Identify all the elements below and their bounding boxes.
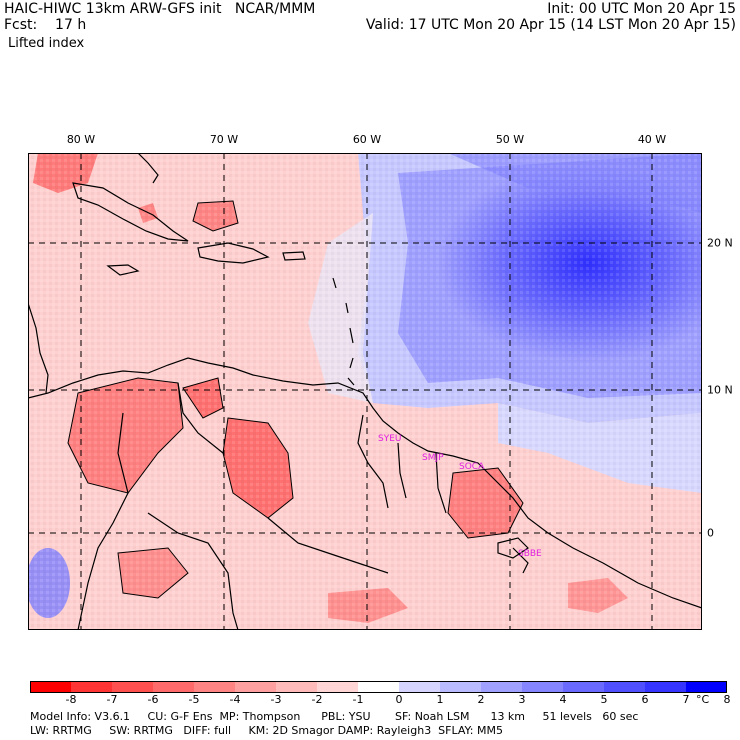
- colorbar-label: -4: [229, 693, 241, 706]
- colorbar-label: 2: [477, 693, 485, 706]
- colorbar-label: 7: [682, 693, 690, 706]
- colorbar-swatch: [522, 681, 563, 693]
- lon-label: 40 W: [637, 133, 667, 146]
- colorbar-label: -1: [352, 693, 364, 706]
- station-label: SOCA: [459, 462, 485, 472]
- colorbar-label: 1: [436, 693, 444, 706]
- colorbar-swatch: [604, 681, 645, 693]
- colorbar-outline: [30, 681, 727, 693]
- contours: [67, 200, 524, 599]
- colorbar-label: 6: [641, 693, 649, 706]
- colorbar-swatch: [317, 681, 358, 693]
- colorbar-swatch: [645, 681, 686, 693]
- map-panel: SYEU SMJP SOCA SBBE: [28, 153, 702, 630]
- stations: SYEU SMJP SOCA SBBE: [378, 434, 542, 559]
- colorbar-swatch: [194, 681, 235, 693]
- colorbar-swatch: [399, 681, 440, 693]
- colorbar-unit: °C: [696, 693, 710, 706]
- lon-label: 50 W: [495, 133, 525, 146]
- colorbar-label: 3: [518, 693, 526, 706]
- colorbar-swatch: [440, 681, 481, 693]
- graticule: [28, 153, 702, 630]
- colorbar-label: 0: [395, 693, 403, 706]
- lon-label: 70 W: [209, 133, 239, 146]
- model-info-line1: Model Info: V3.6.1 CU: G-F Ens MP: Thomp…: [30, 710, 639, 723]
- colorbar-label: -8: [65, 693, 77, 706]
- init-time: Init: 00 UTC Mon 20 Apr 15: [547, 1, 736, 17]
- colorbar-swatch: [30, 681, 71, 693]
- colorbar-label: 8: [723, 693, 731, 706]
- colorbar-swatch: [71, 681, 112, 693]
- model-title: HAIC-HIWC 13km ARW-GFS init NCAR/MMM: [4, 1, 316, 17]
- texture: [28, 153, 702, 630]
- colorbar-swatch: [235, 681, 276, 693]
- lon-label: 80 W: [66, 133, 96, 146]
- colorbar-swatch: [276, 681, 317, 693]
- field-name: Lifted index: [8, 36, 85, 51]
- colorbar-label: 5: [600, 693, 608, 706]
- colorbar-swatch: [686, 681, 727, 693]
- colorbar-swatch: [481, 681, 522, 693]
- forecast-hour: Fcst: 17 h: [4, 17, 87, 33]
- colorbar-label: -5: [188, 693, 200, 706]
- model-info-line2: LW: RRTMG SW: RRTMG DIFF: full KM: 2D Sm…: [30, 724, 503, 737]
- station-label: SBBE: [518, 549, 542, 559]
- colorbar-label: 4: [559, 693, 567, 706]
- colorbar-swatch: [358, 681, 399, 693]
- lon-label: 60 W: [352, 133, 382, 146]
- lat-label: 20 N: [707, 236, 733, 250]
- colorbar-swatch: [153, 681, 194, 693]
- lat-label: 10 N: [707, 383, 733, 397]
- colorbar-label: -6: [147, 693, 159, 706]
- colorbar-swatch: [112, 681, 153, 693]
- colorbar-swatch: [563, 681, 604, 693]
- map-border: [28, 153, 702, 630]
- lifted-index-map: SYEU SMJP SOCA SBBE: [28, 153, 702, 630]
- colorbar-label: -3: [270, 693, 282, 706]
- station-label: SYEU: [378, 434, 401, 444]
- colorbar-label: -2: [311, 693, 323, 706]
- station-label: SMJP: [422, 453, 444, 463]
- valid-time: Valid: 17 UTC Mon 20 Apr 15 (14 LST Mon …: [365, 17, 736, 33]
- lat-label: 0: [707, 526, 714, 540]
- colorbar-label: -7: [106, 693, 118, 706]
